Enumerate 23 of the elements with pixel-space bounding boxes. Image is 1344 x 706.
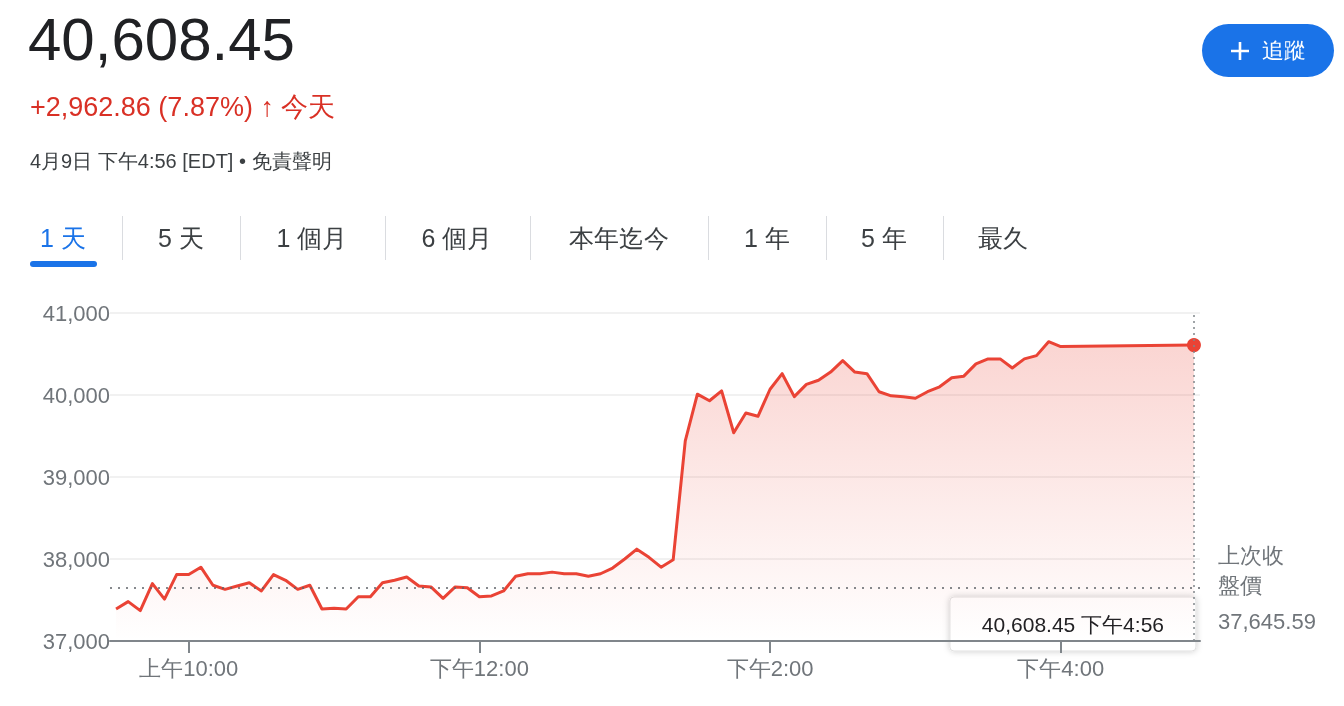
- text: 本年迄今: [568, 223, 670, 254]
- chart-subtitle: +2,962.86 (7.87%) ↑ 今天: [30, 91, 336, 124]
- text: 4月9日 下午4:56 [EDT] • 免責聲明: [30, 149, 332, 174]
- y-tick-label: 41,000: [42, 300, 110, 326]
- text: 5 天: [157, 223, 205, 254]
- text: 追蹤: [1262, 36, 1306, 65]
- x-tick-label: 上午10:00: [139, 655, 239, 681]
- y-tick-label: 38,000: [42, 546, 110, 572]
- text: 6 個月: [420, 223, 494, 254]
- text: 1 個月: [275, 223, 349, 254]
- y-tick-label: 37,000: [42, 628, 110, 654]
- text: 5 年: [860, 223, 908, 254]
- x-tick-label: 下午2:00: [726, 655, 814, 681]
- y-tick-label: 39,000: [42, 464, 110, 490]
- chart-title: 40,608.45: [28, 5, 295, 75]
- text: 最久: [977, 223, 1029, 254]
- x-tick-label: 下午4:00: [1017, 655, 1105, 681]
- ref-line-label: 上次收盤價 37,645.59: [1218, 542, 1316, 634]
- text: 1 天: [39, 223, 87, 254]
- y-tick-label: 40,000: [42, 382, 110, 408]
- text: 1 年: [743, 223, 791, 254]
- x-tick-label: 下午12:00: [429, 655, 529, 681]
- annotation: 40,608.45 下午4:56: [981, 612, 1165, 636]
